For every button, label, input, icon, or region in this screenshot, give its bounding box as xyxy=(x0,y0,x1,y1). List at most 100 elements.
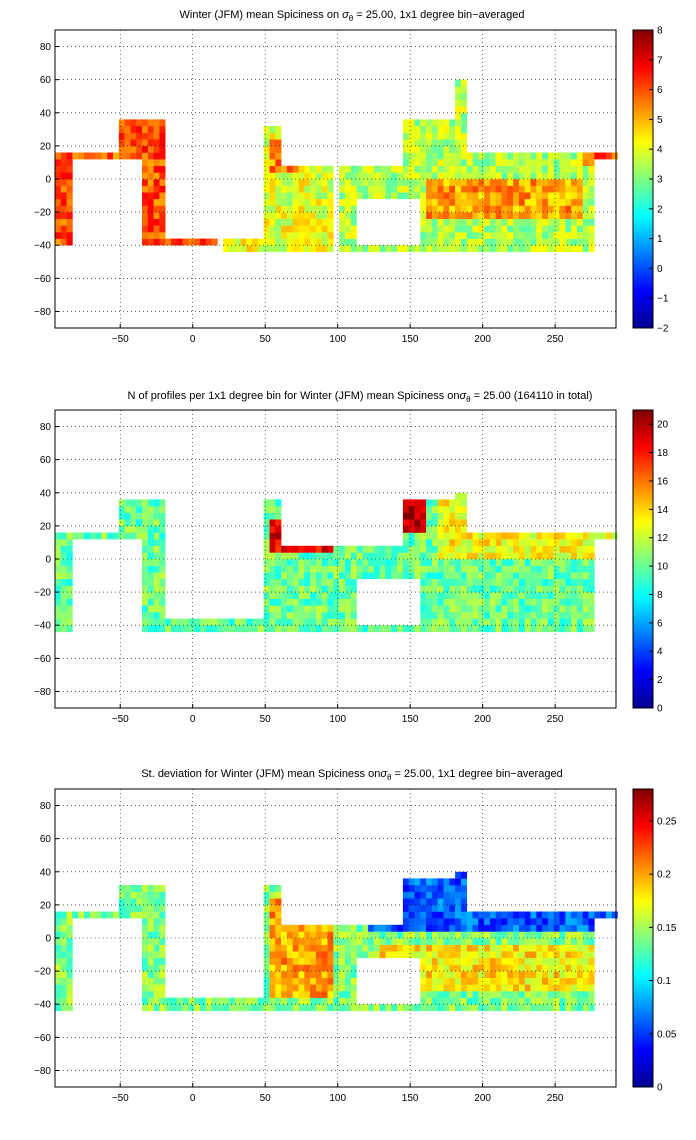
heatmap-cell xyxy=(472,245,479,253)
heatmap-cell xyxy=(455,957,462,965)
heatmap-cell xyxy=(489,218,496,226)
heatmap-cell xyxy=(298,192,305,200)
heatmap-cell xyxy=(431,506,438,513)
heatmap-cell xyxy=(547,225,554,233)
heatmap-cell xyxy=(368,1004,375,1012)
heatmap-cell xyxy=(147,605,154,613)
heatmap-cell xyxy=(426,532,433,540)
heatmap-cell xyxy=(176,1004,183,1012)
heatmap-cell xyxy=(147,944,154,952)
heatmap-cell xyxy=(576,971,583,978)
heatmap-cell xyxy=(507,964,514,972)
heatmap-cell xyxy=(513,944,520,952)
heatmap-cell xyxy=(153,179,160,186)
heatmap-cell xyxy=(263,205,270,213)
heatmap-cell xyxy=(263,911,270,919)
heatmap-cell xyxy=(402,625,409,633)
heatmap-cell xyxy=(530,539,537,546)
heatmap-cell xyxy=(350,565,357,573)
heatmap-cell xyxy=(315,924,322,932)
heatmap-cell xyxy=(443,957,450,965)
heatmap-cell xyxy=(263,991,270,998)
heatmap-cell xyxy=(176,997,183,1005)
heatmap-cell xyxy=(176,238,183,246)
heatmap-cell xyxy=(600,911,607,919)
heatmap-cell xyxy=(402,126,409,133)
heatmap-cell xyxy=(472,592,479,599)
heatmap-cell xyxy=(484,964,491,972)
heatmap-cell xyxy=(269,539,276,546)
heatmap-cell xyxy=(588,205,595,213)
heatmap-cell xyxy=(315,572,322,580)
heatmap-cell xyxy=(466,592,473,599)
heatmap-cell xyxy=(588,991,595,998)
heatmap-cell xyxy=(304,225,311,233)
heatmap-cell xyxy=(588,585,595,593)
heatmap-cell xyxy=(310,552,317,560)
heatmap-cell xyxy=(142,218,149,226)
heatmap-cell xyxy=(443,951,450,959)
heatmap-cell xyxy=(478,1004,485,1012)
heatmap-cell xyxy=(402,192,409,200)
heatmap-cell xyxy=(391,545,398,553)
heatmap-cell xyxy=(449,132,456,140)
heatmap-cell xyxy=(286,185,293,193)
heatmap-cell xyxy=(339,931,346,939)
heatmap-cell xyxy=(489,565,496,573)
heatmap-cell xyxy=(142,918,149,925)
heatmap-cell xyxy=(489,951,496,959)
heatmap-cell xyxy=(426,139,433,147)
heatmap-cell xyxy=(426,911,433,919)
heatmap-cell xyxy=(275,159,282,166)
heatmap-cell xyxy=(443,245,450,253)
heatmap-cell xyxy=(327,218,334,226)
heatmap-cell xyxy=(443,499,450,507)
heatmap-cell xyxy=(339,605,346,613)
heatmap-cell xyxy=(142,212,149,219)
heatmap-cell xyxy=(513,205,520,213)
heatmap-cell xyxy=(205,997,212,1005)
heatmap-cell xyxy=(489,165,496,173)
heatmap-cell xyxy=(269,205,276,213)
heatmap-cell xyxy=(513,605,520,613)
heatmap-cell xyxy=(449,205,456,213)
heatmap-cell xyxy=(281,165,288,173)
heatmap-cell xyxy=(518,911,525,919)
heatmap-cell xyxy=(281,951,288,959)
heatmap-cell xyxy=(588,552,595,560)
heatmap-cell xyxy=(530,964,537,972)
heatmap-cell xyxy=(420,991,427,998)
heatmap-cell xyxy=(501,977,508,985)
heatmap-cell xyxy=(281,931,288,939)
heatmap-cell xyxy=(530,572,537,580)
heatmap-cell xyxy=(484,185,491,193)
heatmap-cell xyxy=(60,951,67,959)
heatmap-cell xyxy=(530,559,537,566)
heatmap-cell xyxy=(547,532,554,540)
heatmap-cell xyxy=(263,552,270,560)
heatmap-cell xyxy=(553,911,560,919)
heatmap-cell xyxy=(426,1004,433,1012)
heatmap-cell xyxy=(159,185,166,193)
heatmap-cell xyxy=(449,598,456,606)
heatmap-cell xyxy=(582,931,589,939)
heatmap-cell xyxy=(507,578,514,586)
heatmap-cell xyxy=(542,565,549,573)
heatmap-cell xyxy=(420,592,427,599)
heatmap-cell xyxy=(524,991,531,998)
heatmap-cell xyxy=(252,618,259,626)
heatmap-cell xyxy=(495,225,502,233)
heatmap-cell xyxy=(356,559,363,566)
heatmap-cell xyxy=(530,1004,537,1012)
heatmap-cell xyxy=(142,225,149,233)
heatmap-cell xyxy=(547,918,554,925)
heatmap-cell xyxy=(571,612,578,619)
heatmap-cell xyxy=(402,525,409,533)
heatmap-cell xyxy=(524,552,531,560)
heatmap-cell xyxy=(518,931,525,939)
heatmap-cell xyxy=(55,951,62,959)
heatmap-cell xyxy=(437,898,444,906)
heatmap-cell xyxy=(576,924,583,932)
heatmap-cell xyxy=(565,938,572,945)
